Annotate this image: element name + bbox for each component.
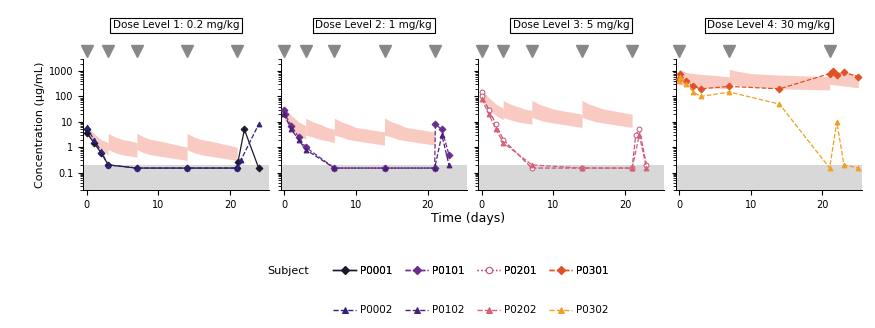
Legend: P0001, P0101, P0201, P0301: P0001, P0101, P0201, P0301 [329,262,613,280]
Legend: P0002, P0102, P0202, P0302: P0002, P0102, P0202, P0302 [329,301,613,319]
Title: Dose Level 4: 30 mg/kg: Dose Level 4: 30 mg/kg [707,20,830,31]
Bar [676,165,862,190]
Title: Dose Level 3: 5 mg/kg: Dose Level 3: 5 mg/kg [513,20,629,31]
Bar [281,165,467,190]
Title: Dose Level 2: 1 mg/kg: Dose Level 2: 1 mg/kg [316,20,432,31]
Y-axis label: Concentration (μg/mL): Concentration (μg/mL) [35,61,45,188]
Bar [83,165,270,190]
Text: Subject: Subject [267,266,309,276]
Text: Time (days): Time (days) [431,212,505,225]
Title: Dose Level 1: 0.2 mg/kg: Dose Level 1: 0.2 mg/kg [113,20,240,31]
Bar [478,165,664,190]
